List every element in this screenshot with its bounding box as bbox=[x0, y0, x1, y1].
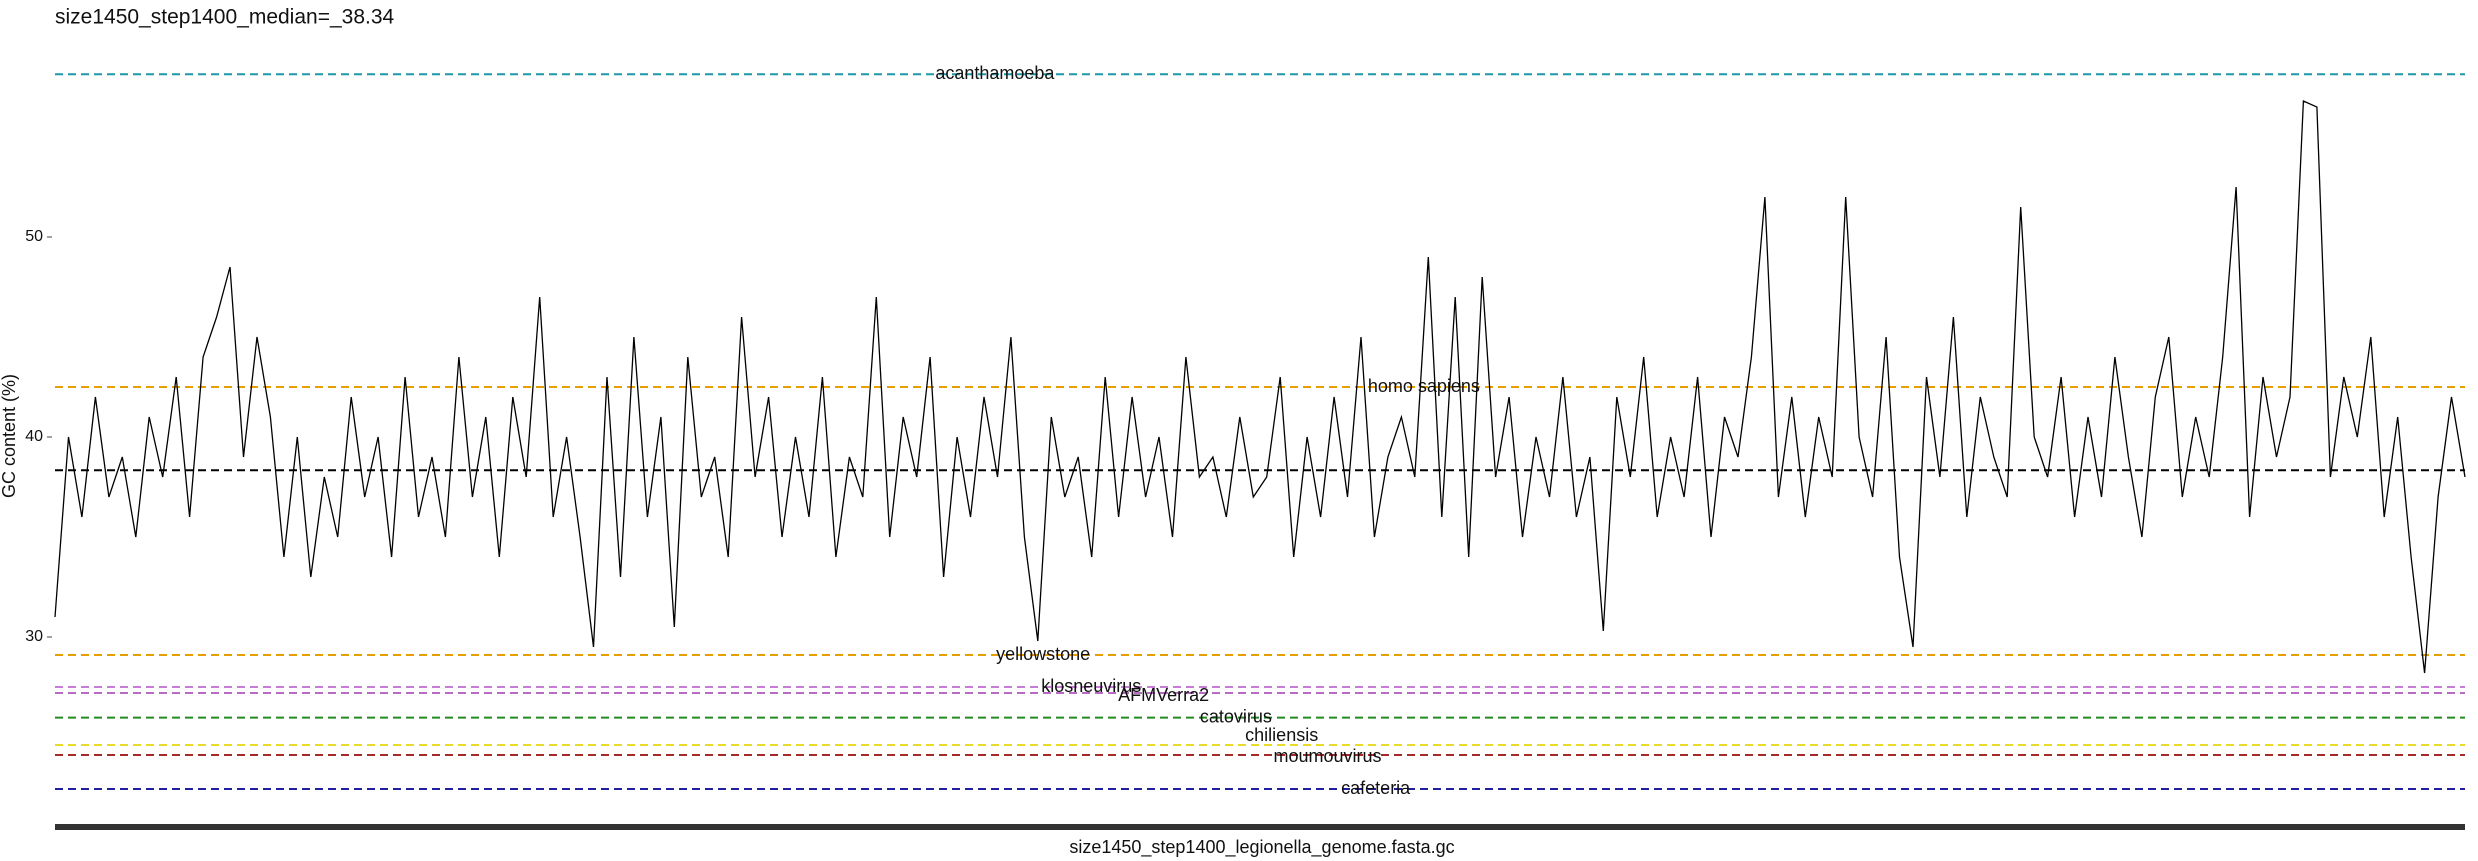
x-axis-label: size1450_step1400_legionella_genome.fast… bbox=[1069, 837, 1454, 858]
y-tick-label: 40 bbox=[25, 428, 43, 445]
y-axis-label: GC content (%) bbox=[0, 374, 19, 498]
reference-label: chiliensis bbox=[1245, 725, 1318, 745]
reference-label: catovirus bbox=[1200, 706, 1272, 726]
reference-label: yellowstone bbox=[996, 644, 1090, 664]
reference-label: moumouvirus bbox=[1273, 746, 1381, 766]
chart-title: size1450_step1400_median=_38.34 bbox=[55, 6, 395, 29]
reference-label: homo sapiens bbox=[1368, 376, 1480, 396]
reference-label: klosneuvirus bbox=[1041, 676, 1141, 696]
reference-label: acanthamoeba bbox=[935, 63, 1055, 83]
y-tick-label: 30 bbox=[25, 628, 43, 645]
reference-label: AFMVerra2 bbox=[1118, 685, 1209, 705]
data-line bbox=[54, 100, 2466, 674]
y-tick-label: 50 bbox=[25, 228, 43, 245]
reference-label: cafeteria bbox=[1341, 778, 1411, 798]
